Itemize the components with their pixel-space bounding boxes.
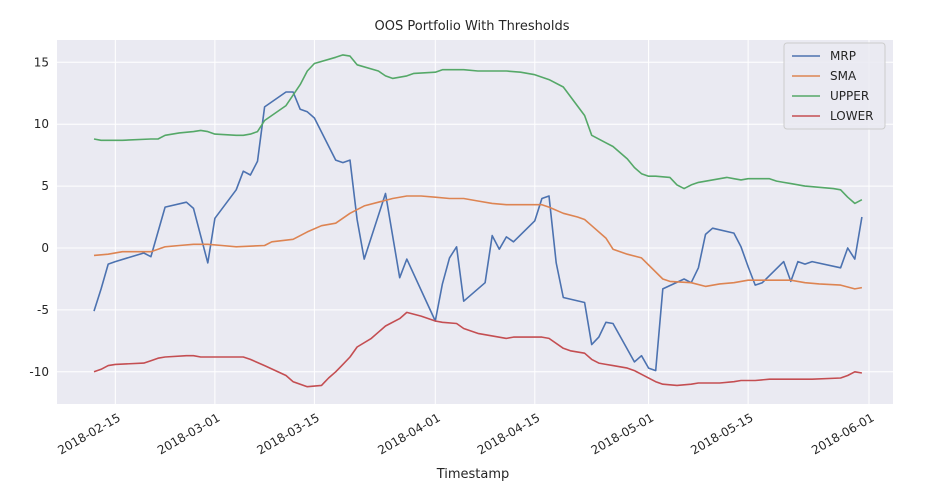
gridlines: [57, 40, 893, 404]
series-line-mrp: [93, 91, 863, 372]
x-tick-label: 2018-03-15: [255, 410, 322, 457]
y-tick-label: 15: [34, 55, 49, 69]
x-axis-label: Timestamp: [436, 467, 510, 482]
x-tick-label: 2018-05-01: [589, 410, 656, 457]
legend-label-lower: LOWER: [830, 109, 874, 123]
x-tick-label: 2018-02-15: [55, 410, 122, 457]
x-tick-label: 2018-04-15: [475, 410, 542, 457]
legend-label-sma: SMA: [830, 69, 857, 83]
legend-box: [783, 42, 886, 130]
y-tick-label: 10: [34, 117, 49, 131]
series-line-sma: [93, 195, 863, 290]
x-tick-label: 2018-03-01: [155, 410, 222, 457]
series-line-lower: [93, 311, 863, 388]
y-axis-ticks: -10 -5 0 5 10 15: [29, 55, 49, 379]
y-tick-label: -10: [29, 365, 49, 379]
x-axis-ticks: 2018-02-15 2018-03-01 2018-03-15 2018-04-01…: [55, 410, 876, 457]
series-lines: [93, 54, 863, 388]
chart-title: OOS Portfolio With Thresholds: [375, 19, 570, 34]
y-tick-label: -5: [37, 303, 49, 317]
x-tick-label: 2018-05-15: [688, 410, 755, 457]
series-line-upper: [93, 54, 863, 205]
y-tick-label: 0: [41, 241, 49, 255]
plot-area: [57, 40, 893, 404]
legend: MRP SMA UPPER LOWER: [783, 42, 886, 130]
x-tick-label: 2018-04-01: [375, 410, 442, 457]
x-tick-label: 2018-06-01: [809, 410, 876, 457]
y-tick-label: 5: [41, 179, 49, 193]
legend-label-upper: UPPER: [830, 89, 869, 103]
legend-label-mrp: MRP: [830, 49, 856, 63]
